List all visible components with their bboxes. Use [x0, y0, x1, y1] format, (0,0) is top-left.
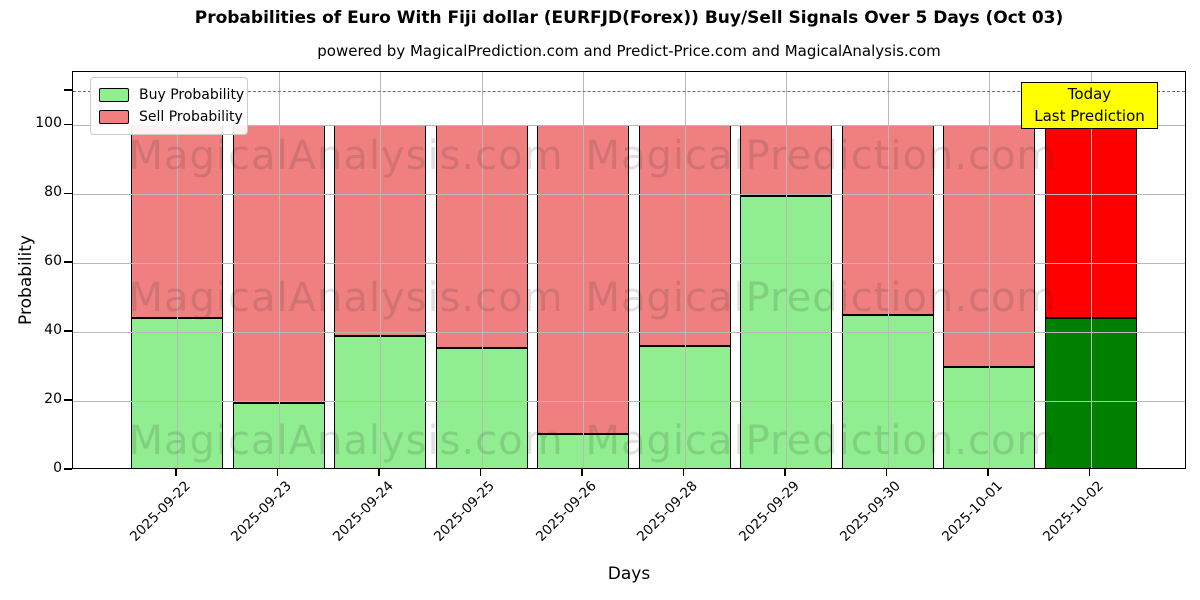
x-tick-label: 2025-09-26 [532, 478, 600, 545]
legend-item: Buy Probability [99, 84, 244, 106]
watermark-text: MagicalPrediction.com [585, 418, 1057, 464]
x-tick-mark [885, 469, 888, 476]
x-tick-label: 2025-09-23 [228, 478, 295, 545]
y-tick-label: 80 [44, 184, 62, 201]
legend-swatch [99, 110, 129, 124]
h-gridline [73, 401, 1185, 403]
x-tick-label: 2025-09-30 [837, 478, 904, 545]
v-gridline [1090, 72, 1092, 468]
y-tick-label: 100 [35, 115, 62, 132]
x-tick-label: 2025-09-25 [431, 478, 498, 545]
x-tick-mark [479, 469, 482, 476]
h-gridline [73, 194, 1185, 196]
y-tick-mark [64, 399, 72, 401]
x-tick-label: 2025-09-29 [735, 478, 803, 545]
legend-item: Sell Probability [99, 106, 243, 128]
legend: Buy Probability Sell Probability [90, 77, 248, 135]
v-gridline [380, 72, 381, 468]
watermark-text: MagicalPrediction.com [585, 133, 1057, 179]
v-gridline [177, 72, 178, 468]
y-tick-mark [64, 123, 72, 126]
y-tick-mark [64, 192, 72, 195]
y-tick-label: 0 [53, 460, 62, 476]
threshold-dashed-line [73, 90, 1185, 92]
watermark-text: MagicalAnalysis.com [128, 418, 564, 464]
watermark-text: MagicalAnalysis.com [128, 133, 564, 179]
x-tick-mark [581, 469, 583, 476]
annotation-line: Today [1067, 85, 1112, 103]
v-gridline [278, 72, 280, 468]
y-tick-mark [64, 261, 72, 263]
today-annotation: Today Last Prediction [1021, 82, 1158, 129]
v-gridline [786, 72, 787, 468]
y-tick-label: 40 [44, 322, 62, 339]
y-tick-mark [64, 468, 72, 470]
v-gridline [583, 72, 584, 468]
x-tick-mark [175, 469, 177, 476]
legend-label: Buy Probability [139, 87, 245, 103]
x-tick-label: 2025-10-02 [1040, 478, 1107, 545]
y-tick-mark [64, 330, 72, 332]
v-gridline [989, 72, 990, 468]
x-tick-mark [784, 469, 786, 476]
annotation-line: Last Prediction [1034, 107, 1145, 125]
x-axis-label: Days [607, 564, 651, 584]
chart-subtitle: powered by MagicalPrediction.com and Pre… [317, 42, 941, 60]
watermark-text: MagicalAnalysis.com [128, 275, 564, 321]
x-tick-mark [276, 469, 279, 476]
x-tick-mark [987, 469, 989, 476]
x-tick-label: 2025-09-22 [126, 478, 194, 545]
x-tick-label: 2025-10-01 [938, 478, 1006, 545]
watermark-text: MagicalPrediction.com [585, 275, 1057, 321]
h-gridline [73, 332, 1185, 334]
legend-swatch [99, 88, 129, 102]
x-tick-label: 2025-09-24 [329, 478, 397, 545]
v-gridline [481, 72, 483, 468]
y-tick-label: 60 [44, 253, 62, 270]
y-tick-label: 20 [44, 391, 62, 408]
chart-title: Probabilities of Euro With Fiji dollar (… [194, 8, 1064, 28]
h-gridline [73, 125, 1185, 127]
y-tick-mark [64, 89, 72, 91]
plot-area: MagicalAnalysis.com MagicalPrediction.com… [72, 71, 1186, 469]
x-tick-mark [1088, 469, 1091, 476]
legend-label: Sell Probability [139, 109, 243, 125]
x-tick-mark [682, 469, 685, 476]
y-axis-label: Probability [16, 235, 36, 325]
h-gridline [73, 263, 1185, 265]
v-gridline [684, 72, 686, 468]
v-gridline [887, 72, 889, 468]
x-tick-label: 2025-09-28 [634, 478, 701, 545]
x-tick-mark [378, 469, 380, 476]
